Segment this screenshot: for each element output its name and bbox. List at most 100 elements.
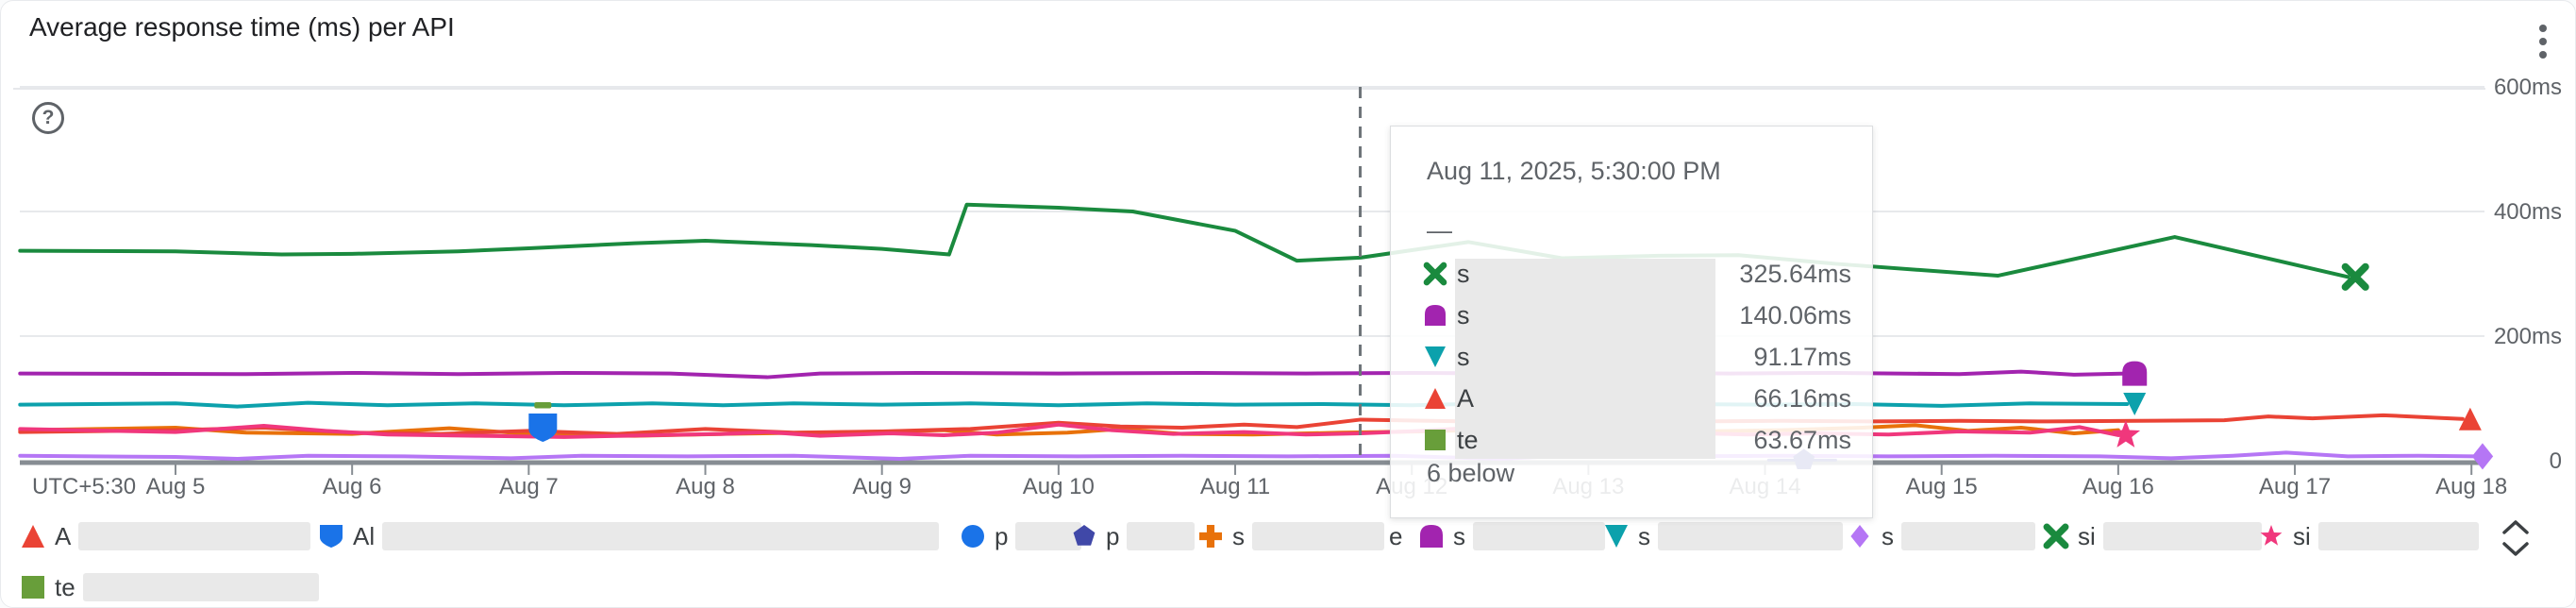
plus-icon [1199, 525, 1222, 548]
x-axis-label: Aug 16 [2082, 474, 2154, 499]
x-axis-label: Aug 15 [1905, 474, 1978, 499]
square-icon [22, 576, 44, 599]
redacted-label [82, 573, 319, 601]
redacted-label [2317, 522, 2479, 550]
x-axis-label: Aug 8 [676, 474, 735, 499]
x-axis-label: Aug 18 [2435, 474, 2508, 499]
tooltip-series-value: 66.16ms [1753, 383, 1851, 413]
series-line[interactable] [18, 369, 2130, 380]
pentagon-icon [1073, 525, 1096, 546]
legend-label: p [1106, 521, 1120, 550]
legend-item[interactable]: si [2258, 520, 2479, 552]
tooltip-series-label: A [1457, 383, 1475, 413]
arch-icon [1425, 305, 1446, 326]
legend-label: s [1882, 521, 1894, 550]
header-divider [13, 88, 2485, 90]
series-line[interactable] [18, 202, 2350, 279]
redacted-label [1473, 522, 1605, 550]
x-icon [2341, 262, 2369, 291]
redacted-label [1015, 522, 1082, 550]
x-axis-label: Aug 5 [145, 474, 206, 499]
diamond-icon [1850, 525, 1869, 548]
triangle-down-icon [1425, 346, 1446, 367]
tooltip-row: te 63.67ms [1423, 419, 1851, 461]
tooltip-series-label: s [1457, 342, 1470, 371]
x-icon [2043, 523, 2069, 549]
timezone-label: UTC+5:30 [32, 474, 137, 499]
tooltip-row: s 91.17ms [1423, 336, 1851, 378]
triangle-up-icon [2458, 407, 2482, 431]
y-axis-label: 400ms [2493, 199, 2562, 225]
redacted-block [1455, 259, 1715, 459]
shield-icon [320, 525, 343, 548]
tooltip-row: s 140.06ms [1423, 295, 1851, 336]
redacted-label [382, 522, 940, 550]
triangle-down-icon [1605, 525, 1628, 548]
tooltip-timestamp: Aug 11, 2025, 5:30:00 PM [1427, 157, 1721, 185]
tooltip-overflow-count: 6 below [1427, 459, 1515, 487]
legend-label: s [1638, 521, 1650, 550]
redacted-label [1252, 522, 1384, 550]
tooltip-row: A 66.16ms [1423, 378, 1851, 419]
page-title: Average response time (ms) per API [29, 12, 455, 42]
square-icon [1425, 430, 1446, 450]
series-line[interactable] [18, 450, 2477, 462]
tooltip-series-value: 91.17ms [1753, 342, 1851, 371]
legend-item[interactable]: si [2043, 520, 2262, 552]
diamond-icon [2471, 443, 2494, 470]
redacted-label [1127, 522, 1196, 550]
x-axis-label: Aug 17 [2258, 474, 2332, 499]
legend-item[interactable]: te [20, 571, 319, 603]
triangle-down-icon [2123, 392, 2147, 415]
tooltip-series-label: s [1457, 300, 1470, 329]
legend-item[interactable]: s [1847, 520, 2035, 552]
star-icon [2260, 525, 2283, 546]
hover-tooltip: Aug 11, 2025, 5:30:00 PM — s 325.64ms s 140… [1390, 126, 1873, 518]
legend-item[interactable]: A [20, 520, 311, 552]
x-axis-label: Aug 6 [322, 474, 382, 499]
y-axis-label: 600ms [2493, 75, 2562, 100]
legend-item[interactable]: p [960, 520, 1082, 552]
x-icon [1423, 262, 1447, 286]
tooltip-rows: s 325.64ms s 140.06ms s 91.17ms A 66.16ms te 63.6… [1423, 253, 1851, 461]
help-icon[interactable]: ? [32, 102, 64, 134]
legend-label: s [1232, 521, 1245, 550]
tooltip-series-label: te [1457, 425, 1479, 454]
legend-label: te [55, 572, 75, 601]
legend-label: p [995, 521, 1009, 550]
redacted-label [78, 522, 311, 550]
dash-icon [534, 402, 552, 409]
legend-label-suffix: e [1389, 521, 1403, 550]
triangle-up-icon [1425, 388, 1446, 409]
redacted-label [1901, 522, 2035, 550]
legend-expand-button[interactable] [2498, 516, 2534, 560]
circle-icon [962, 525, 984, 548]
tooltip-series-value: 140.06ms [1739, 300, 1851, 329]
y-axis-label: 0 [2549, 448, 2562, 474]
legend-label: Al [353, 521, 376, 550]
legend-item[interactable]: s [1418, 520, 1605, 552]
redacted-label [1658, 522, 1843, 550]
tooltip-series-value: 325.64ms [1739, 259, 1851, 288]
shield-icon [528, 414, 558, 443]
kebab-menu-icon[interactable] [2530, 20, 2556, 63]
legend-label: si [2293, 521, 2311, 550]
legend-item[interactable]: Al [318, 520, 940, 552]
tooltip-series-label: s [1457, 259, 1470, 288]
arch-icon [2122, 361, 2148, 386]
x-axis-label: Aug 10 [1022, 474, 1095, 499]
tooltip-series-value: 63.67ms [1753, 425, 1851, 454]
triangle-up-icon [22, 525, 44, 548]
star-icon [2111, 419, 2141, 448]
legend-item[interactable]: s [1603, 520, 1843, 552]
y-axis-label: 200ms [2493, 324, 2562, 349]
legend-item[interactable]: p [1071, 520, 1196, 552]
legend-label: s [1453, 521, 1465, 550]
legend-label: si [2078, 521, 2096, 550]
x-axis-label: Aug 11 [1199, 474, 1271, 499]
redacted-label [2102, 522, 2262, 550]
x-axis-label: Aug 9 [852, 474, 912, 499]
